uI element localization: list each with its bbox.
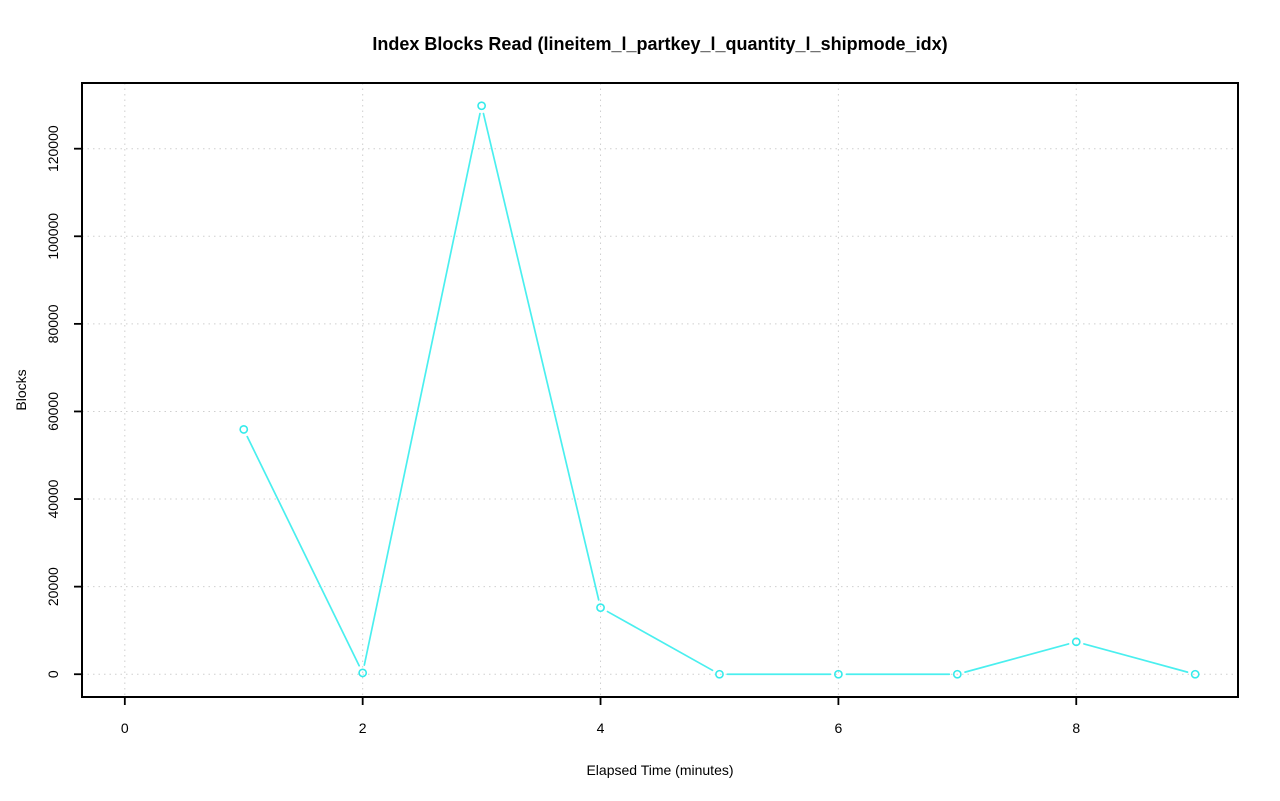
data-point-marker bbox=[952, 669, 962, 679]
line-segment bbox=[482, 112, 600, 601]
data-point-marker bbox=[833, 669, 843, 679]
plot-border bbox=[81, 82, 1239, 698]
data-point-marker bbox=[239, 425, 249, 434]
x-tick-label: 6 bbox=[834, 720, 842, 736]
y-tick-label: 80000 bbox=[45, 304, 61, 343]
data-point-marker bbox=[477, 101, 487, 111]
line-segment bbox=[246, 435, 361, 667]
data-series bbox=[239, 101, 1200, 679]
data-point-marker bbox=[1071, 637, 1081, 647]
line-segment bbox=[606, 610, 714, 672]
chart-title: Index Blocks Read (lineitem_l_partkey_l_… bbox=[372, 34, 947, 54]
x-tick-label: 2 bbox=[359, 720, 367, 736]
y-tick-label: 120000 bbox=[45, 125, 61, 172]
y-tick-label: 100000 bbox=[45, 213, 61, 260]
x-tick-label: 8 bbox=[1072, 720, 1080, 736]
y-tick-label: 0 bbox=[45, 670, 61, 678]
x-tick-label: 4 bbox=[597, 720, 605, 736]
data-point-marker bbox=[596, 603, 605, 613]
y-tick-label: 60000 bbox=[45, 392, 61, 431]
line-segment bbox=[964, 643, 1070, 673]
y-axis-label: Blocks bbox=[13, 369, 29, 410]
gridlines bbox=[82, 83, 1238, 697]
axes: 0 2 4 6 8 0 20000 40000 60000 80000 100000 120000 bbox=[45, 125, 1080, 736]
x-axis-label: Elapsed Time (minutes) bbox=[586, 762, 733, 778]
x-tick-label: 0 bbox=[121, 720, 129, 736]
line-segment bbox=[363, 112, 481, 666]
data-point-marker bbox=[715, 669, 724, 679]
data-point-marker bbox=[1190, 669, 1200, 679]
line-segment bbox=[1083, 643, 1189, 673]
y-tick-label: 40000 bbox=[45, 479, 61, 518]
y-tick-label: 20000 bbox=[45, 567, 61, 606]
data-point-marker bbox=[358, 668, 368, 678]
